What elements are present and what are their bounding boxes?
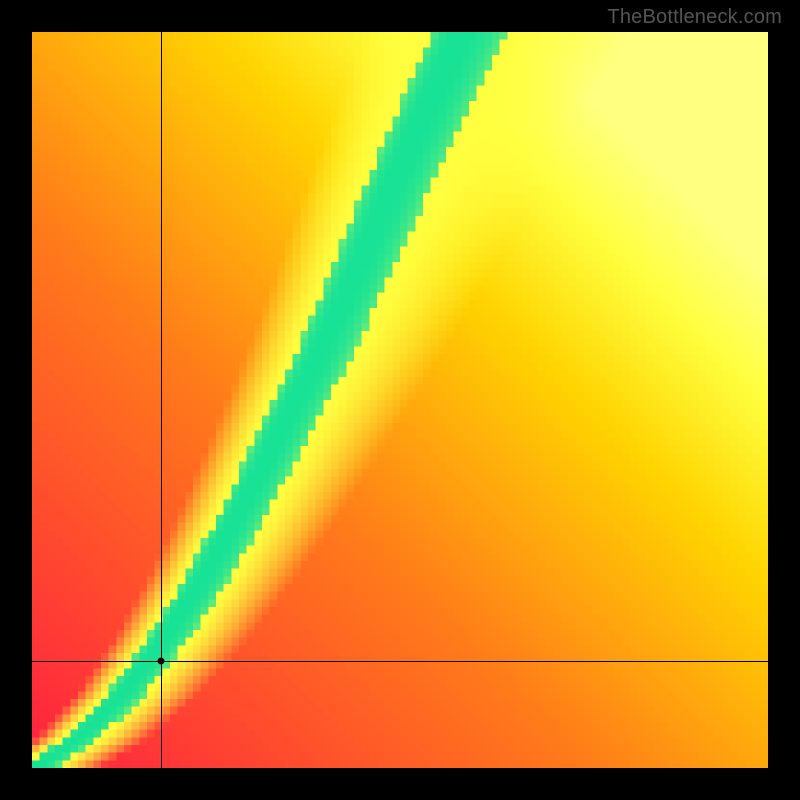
heatmap-plot bbox=[32, 32, 768, 768]
crosshair-horizontal bbox=[32, 661, 768, 662]
crosshair-point bbox=[157, 658, 164, 665]
heatmap-canvas bbox=[32, 32, 768, 768]
watermark-text: TheBottleneck.com bbox=[607, 6, 782, 29]
